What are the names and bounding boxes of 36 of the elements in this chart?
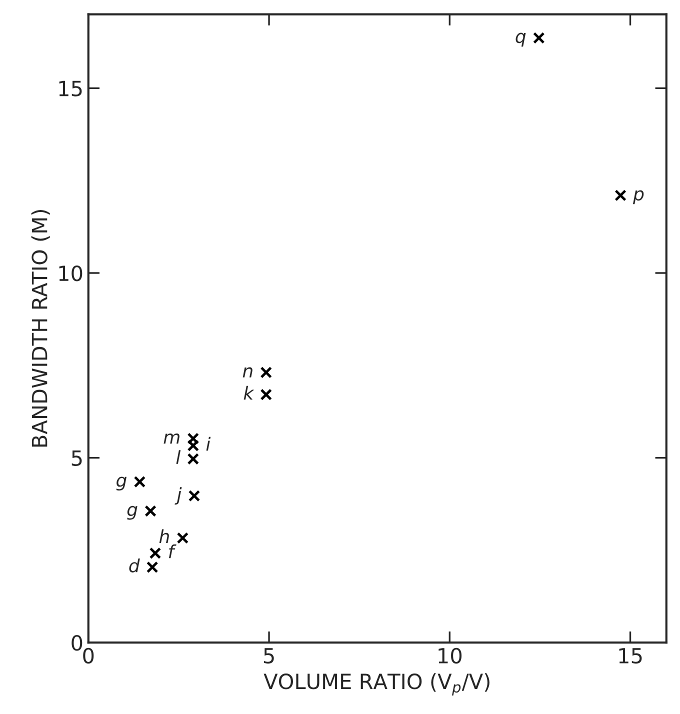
point [149,547,162,560]
y-axis-title: BANDWIDTH RATIO (M) [31,210,50,447]
point [532,32,545,44]
x-tick-label: 5 [264,648,274,664]
annotation: n [242,367,252,378]
point [187,440,200,452]
y-tick-label: 10 [59,265,82,282]
annotation: i [206,436,211,451]
point [134,476,146,488]
annotation: h [159,529,169,543]
annotation: q [516,32,526,47]
annotation: d [129,558,140,572]
annotation: j [174,487,182,505]
point [144,505,156,517]
point [260,366,272,378]
annotation: g [116,476,126,491]
y-tick-label: 5 [72,450,82,466]
annotation: l [176,450,181,464]
y-tick-label: 15 [59,80,82,96]
point [188,490,200,502]
point [146,561,158,574]
annotation: m [164,433,180,444]
y-tick-label: 0 [72,635,82,651]
point [260,388,272,401]
point [187,453,200,465]
x-tick-label: 15 [619,648,642,664]
annotation: k [244,386,254,400]
annotation: g [127,506,138,520]
point [187,432,200,444]
x-axis-title: VOLUME RATIO (V$_{p}$/V) [264,673,490,696]
x-tick-label: 0 [83,648,94,664]
point [176,532,189,544]
annotation: p [632,190,644,204]
x-tick-label: 10 [438,648,462,664]
annotation: f [168,544,176,558]
point [614,189,626,202]
